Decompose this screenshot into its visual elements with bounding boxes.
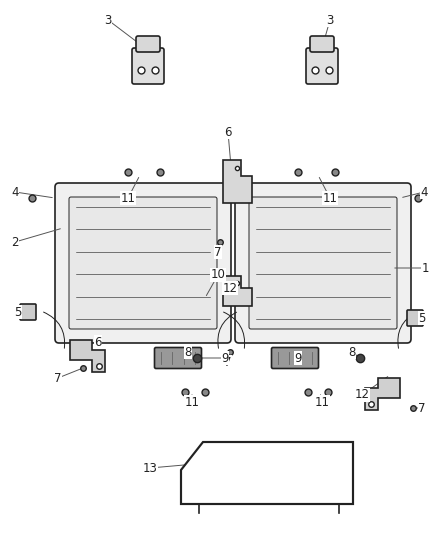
- Text: 8: 8: [184, 345, 192, 359]
- FancyBboxPatch shape: [249, 197, 397, 329]
- FancyBboxPatch shape: [310, 36, 334, 52]
- FancyBboxPatch shape: [69, 197, 217, 329]
- Text: 5: 5: [14, 305, 22, 319]
- Text: 5: 5: [418, 311, 426, 325]
- Text: 10: 10: [211, 269, 226, 281]
- Text: 11: 11: [120, 191, 135, 205]
- Text: 2: 2: [11, 236, 19, 248]
- FancyBboxPatch shape: [136, 36, 160, 52]
- Text: 7: 7: [214, 246, 222, 259]
- Text: 8: 8: [348, 345, 356, 359]
- Text: 3: 3: [326, 13, 334, 27]
- Polygon shape: [223, 160, 252, 203]
- Text: 11: 11: [314, 395, 329, 408]
- FancyBboxPatch shape: [20, 304, 36, 320]
- Text: 4: 4: [420, 185, 428, 198]
- Text: 12: 12: [354, 389, 370, 401]
- Text: 1: 1: [421, 262, 429, 274]
- Polygon shape: [365, 378, 400, 410]
- Polygon shape: [223, 276, 252, 306]
- Text: 7: 7: [224, 356, 232, 368]
- Text: 6: 6: [94, 335, 102, 349]
- FancyBboxPatch shape: [55, 183, 231, 343]
- FancyBboxPatch shape: [272, 348, 318, 368]
- Text: 11: 11: [184, 395, 199, 408]
- Text: 9: 9: [294, 351, 302, 365]
- FancyBboxPatch shape: [306, 48, 338, 84]
- Polygon shape: [70, 340, 105, 372]
- FancyBboxPatch shape: [235, 183, 411, 343]
- Text: 11: 11: [322, 191, 338, 205]
- FancyBboxPatch shape: [155, 348, 201, 368]
- Text: 9: 9: [221, 351, 229, 365]
- Text: 7: 7: [54, 372, 62, 384]
- Text: 12: 12: [223, 281, 237, 295]
- FancyBboxPatch shape: [132, 48, 164, 84]
- FancyBboxPatch shape: [407, 310, 423, 326]
- Text: 4: 4: [11, 185, 19, 198]
- Text: 3: 3: [104, 13, 112, 27]
- Text: 6: 6: [224, 125, 232, 139]
- Text: 7: 7: [418, 401, 426, 415]
- Text: 13: 13: [142, 462, 157, 474]
- Polygon shape: [181, 442, 353, 504]
